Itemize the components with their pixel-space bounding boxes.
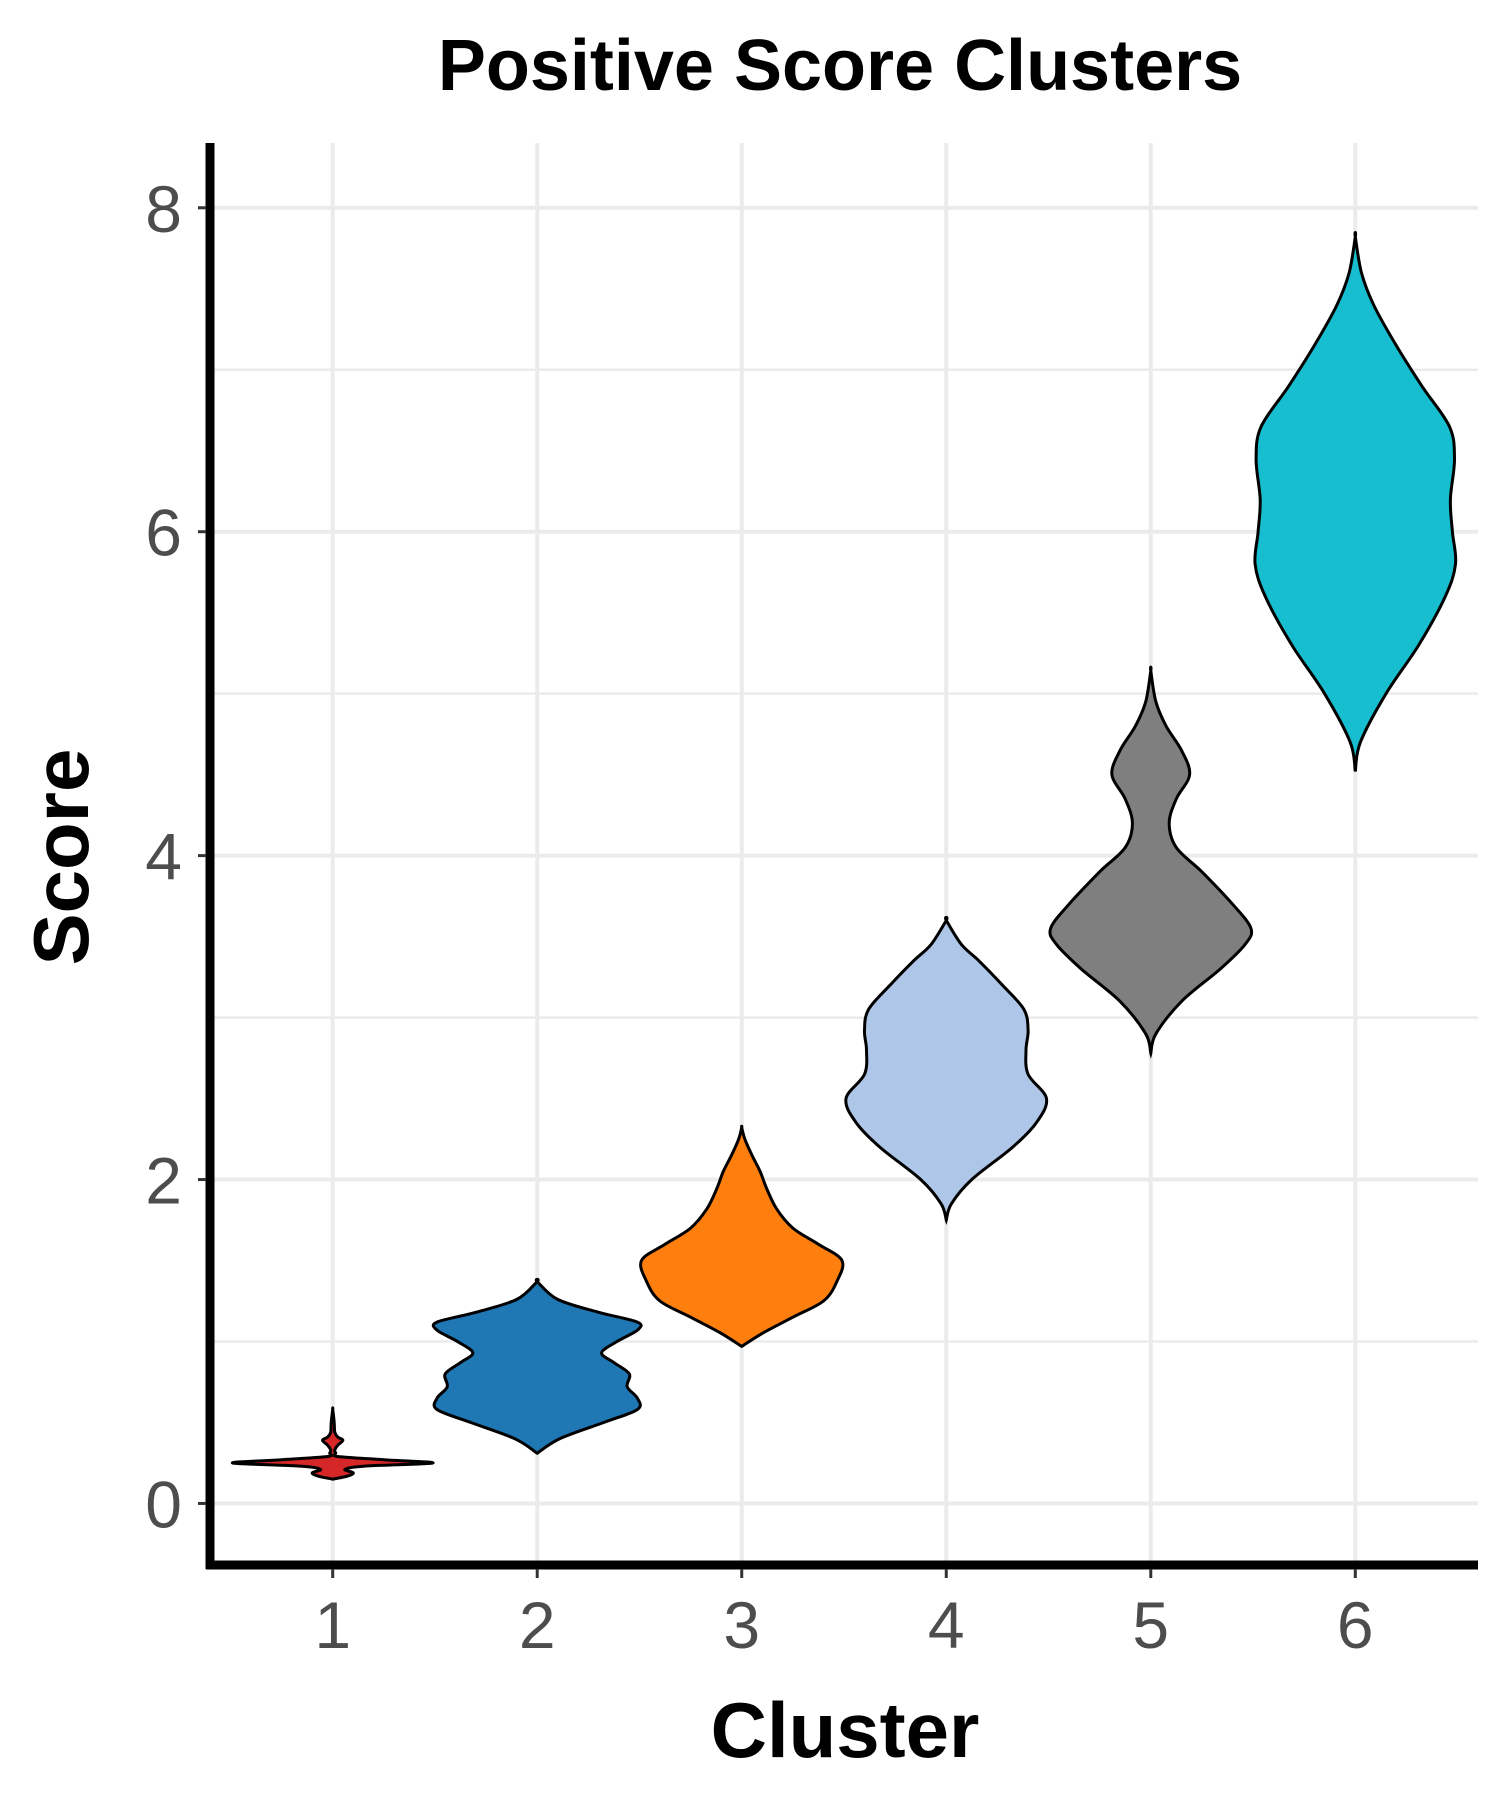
violins bbox=[230, 230, 1458, 1481]
y-tick-label: 4 bbox=[145, 820, 182, 894]
y-tick-label: 8 bbox=[145, 172, 182, 246]
x-tick-label: 6 bbox=[1337, 1588, 1374, 1662]
violin-cluster-3 bbox=[639, 1124, 845, 1349]
violin-cluster-1 bbox=[230, 1406, 435, 1481]
violin-cluster-5 bbox=[1048, 665, 1254, 1060]
x-tick-label: 2 bbox=[519, 1588, 556, 1662]
x-tick-label: 5 bbox=[1132, 1588, 1169, 1662]
y-tick-label: 0 bbox=[145, 1467, 182, 1541]
y-tick-label: 2 bbox=[145, 1144, 182, 1218]
x-tick-label: 1 bbox=[314, 1588, 351, 1662]
y-tick-label: 6 bbox=[145, 496, 182, 570]
violin-cluster-4 bbox=[844, 915, 1049, 1226]
x-axis-title: Cluster bbox=[711, 1686, 980, 1774]
tick-labels: 0 2 4 6 8 1 2 3 4 5 6 bbox=[145, 172, 1373, 1662]
x-tick-label: 3 bbox=[723, 1588, 760, 1662]
violin-cluster-6 bbox=[1253, 230, 1458, 772]
x-tick-label: 4 bbox=[928, 1588, 965, 1662]
axes bbox=[205, 143, 1478, 1570]
gridlines bbox=[210, 143, 1478, 1565]
chart-title: Positive Score Clusters bbox=[438, 26, 1242, 106]
y-axis-title: Score bbox=[17, 749, 105, 966]
violin-cluster-2 bbox=[431, 1277, 643, 1455]
